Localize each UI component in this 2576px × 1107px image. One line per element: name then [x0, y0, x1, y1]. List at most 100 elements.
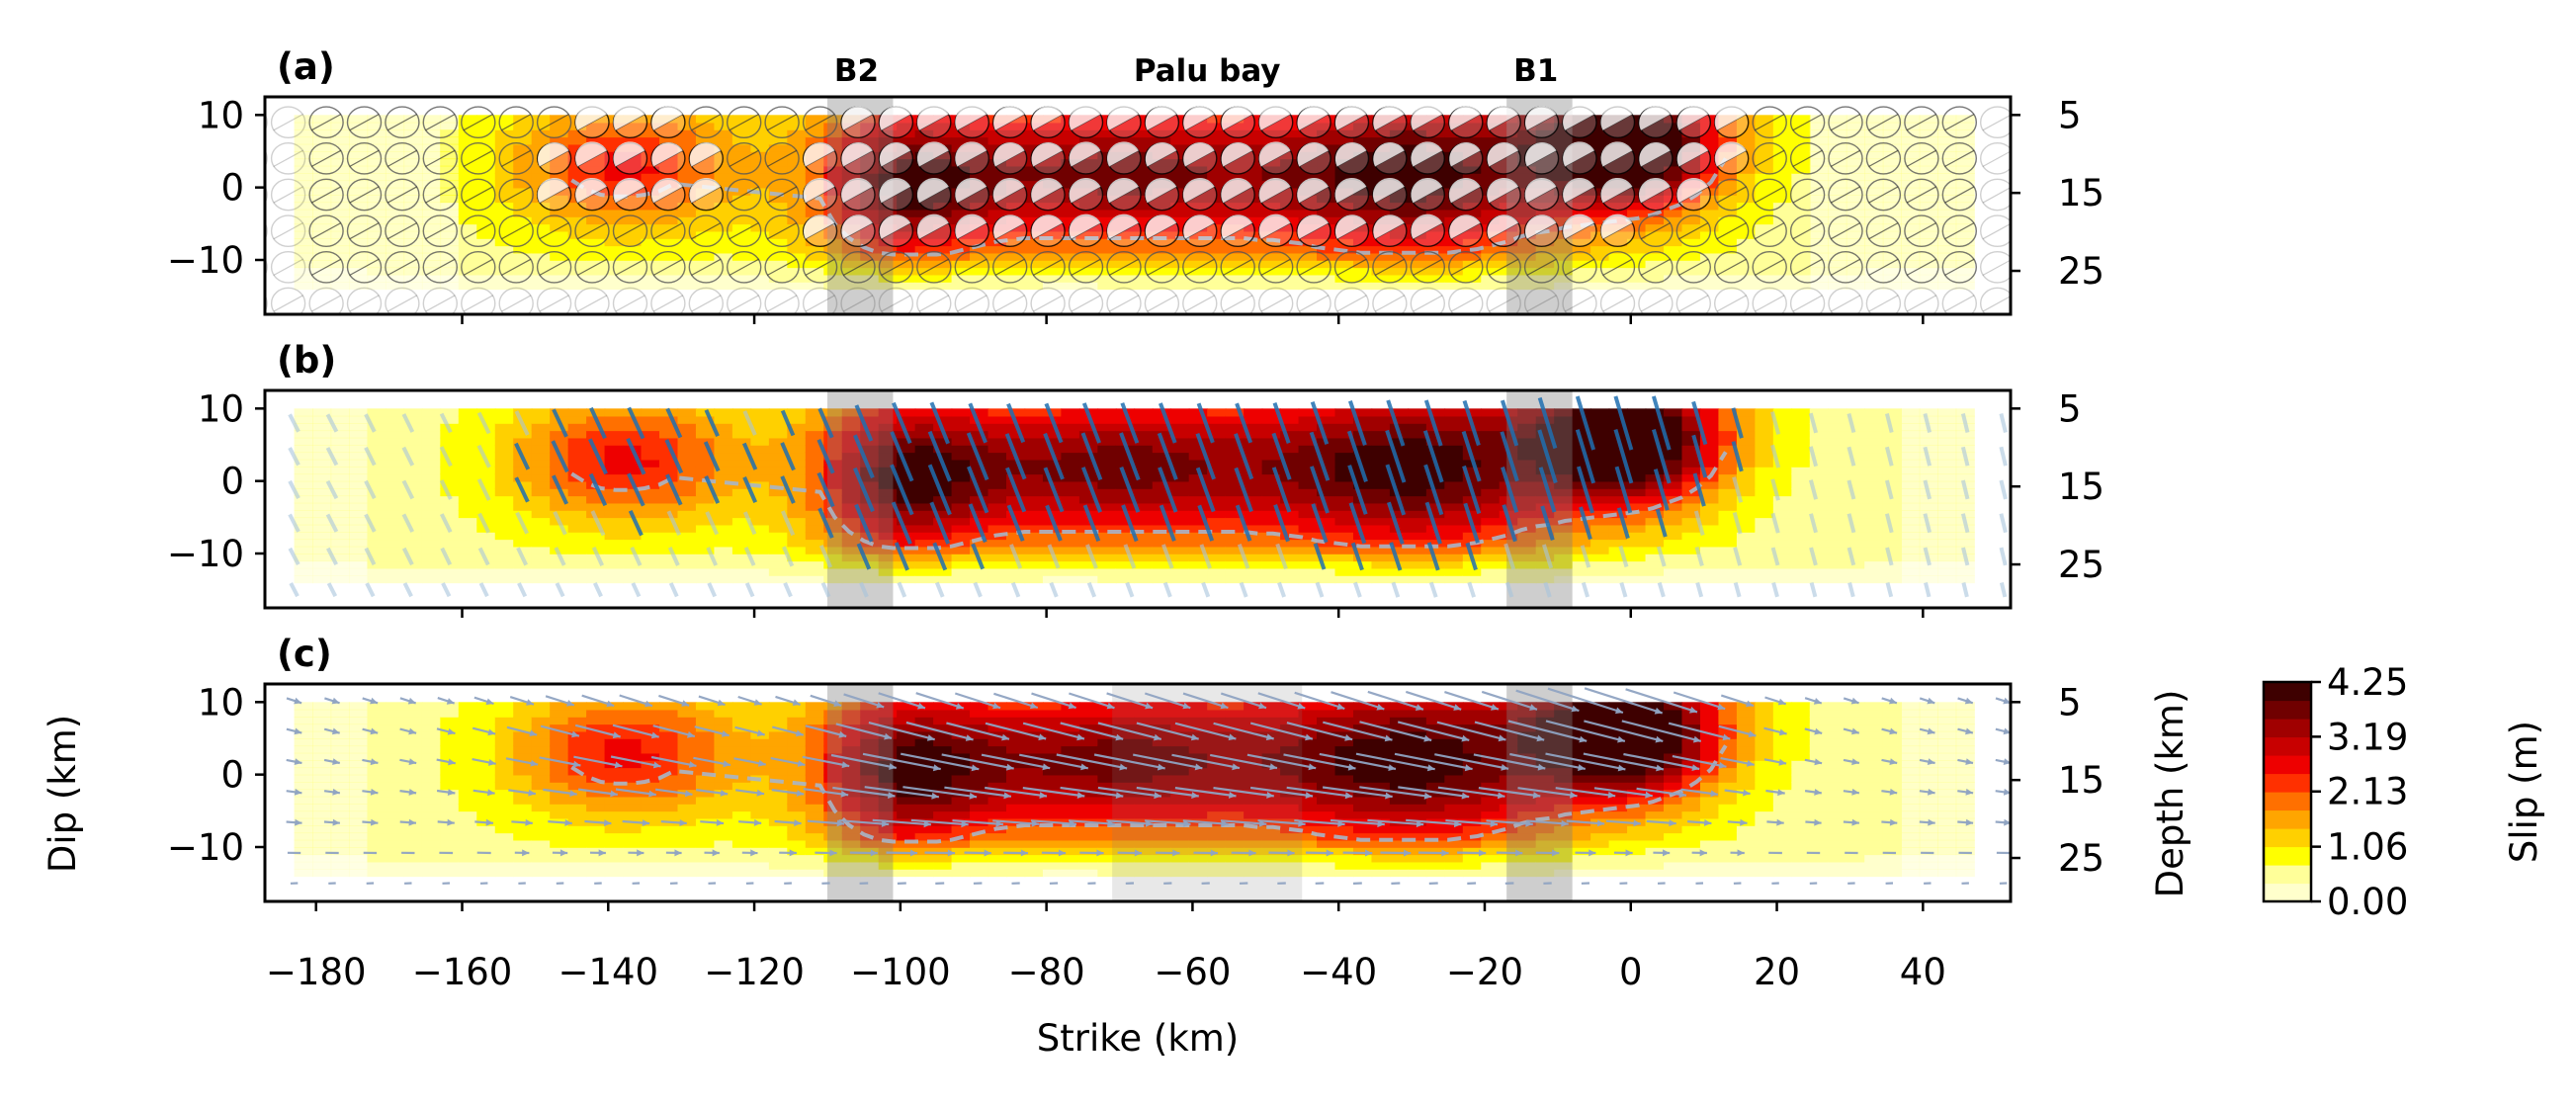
slip-cell [1006, 252, 1026, 261]
slip-cell [750, 495, 770, 504]
slip-cell [330, 209, 350, 217]
strike-line [1043, 432, 1065, 480]
slip-cell [1298, 282, 1318, 291]
slip-cell [787, 546, 807, 554]
slip-cell [787, 459, 807, 468]
slip-cell [1389, 223, 1410, 232]
slip-cell [1462, 480, 1483, 489]
slip-cell [385, 445, 405, 454]
slip-cell [312, 502, 332, 511]
slip-cell [1791, 165, 1811, 174]
slip-cell [1901, 282, 1921, 291]
focal-mechanism [840, 214, 876, 248]
focal-mechanism [1220, 250, 1255, 284]
slip-cell [1352, 173, 1373, 182]
slip-cell [987, 554, 1007, 562]
slip-cell [1352, 151, 1373, 160]
slip-cell [1207, 546, 1227, 554]
slip-cell [1699, 238, 1720, 247]
slip-cell [805, 459, 825, 468]
slip-cell [367, 445, 386, 454]
slip-cell [1699, 575, 1720, 584]
slip-cell [1334, 282, 1354, 291]
slip-cell [1846, 180, 1866, 189]
slip-cell [1919, 180, 1938, 189]
focal-mechanism [1257, 141, 1294, 175]
slip-cell [623, 260, 643, 269]
slip-cell [513, 437, 533, 446]
slip-cell [1389, 209, 1410, 217]
slip-cell [1846, 437, 1866, 446]
focal-mechanism [422, 141, 458, 175]
slip-cell [1864, 467, 1884, 475]
slip-cell [1462, 230, 1483, 239]
slip-cell [1955, 252, 1975, 261]
slip-cell [750, 546, 770, 554]
slip-cell [494, 539, 515, 548]
focal-mechanism [1752, 250, 1787, 284]
slip-cell [1882, 209, 1902, 217]
slip-cell [1736, 158, 1757, 167]
slip-cell [677, 539, 697, 548]
slip-cell [385, 274, 405, 283]
slip-cell [1261, 423, 1281, 432]
slip-cell [1261, 274, 1281, 283]
slip-cell [677, 230, 697, 239]
slip-cell [1444, 539, 1464, 548]
slip-cell [1554, 173, 1574, 182]
slip-cell [1736, 129, 1757, 138]
slip-cell [1170, 282, 1190, 291]
slip-cell [695, 230, 716, 239]
strike-line [1809, 513, 1818, 534]
slip-cell [476, 575, 496, 584]
slip-cell [933, 452, 953, 461]
slip-cell [714, 517, 733, 526]
slip-cell [1901, 473, 1921, 482]
focal-mechanism [878, 250, 914, 284]
slip-cell [531, 567, 551, 576]
slip-cell [1901, 517, 1921, 526]
slip-cell [1791, 129, 1811, 138]
slip-cell [1864, 274, 1884, 283]
slip-cell [440, 223, 460, 232]
slip-cell [1645, 560, 1665, 569]
slip-cell [695, 122, 716, 130]
slip-cell [1024, 560, 1044, 569]
slip-cell [1481, 415, 1501, 424]
slip-cell [367, 575, 386, 584]
slip-cell [787, 560, 807, 569]
strike-line [1999, 446, 2008, 467]
focal-mechanism [461, 250, 496, 284]
slip-cell [1425, 122, 1446, 130]
focal-mechanism [954, 213, 989, 248]
slip-cell [1937, 517, 1957, 526]
slip-cell [1225, 532, 1245, 541]
strike-line [853, 434, 875, 479]
slip-cell [1280, 202, 1300, 211]
strike-line [1271, 432, 1292, 480]
strike-line [288, 547, 301, 566]
slip-cell [604, 180, 624, 189]
slip-cell [1791, 223, 1811, 232]
focal-mechanism [422, 106, 458, 139]
slip-cell [1024, 282, 1044, 291]
slip-cell [1097, 567, 1117, 576]
slip-cell [1590, 238, 1610, 247]
slip-cell [768, 488, 789, 497]
slip-cell [787, 173, 807, 182]
focal-mechanism [1448, 106, 1484, 139]
slip-cell [1572, 195, 1591, 204]
slip-cell [714, 195, 733, 204]
slip-cell [970, 282, 989, 291]
slip-cell [805, 546, 825, 554]
slip-cell [1590, 180, 1610, 189]
focal-mechanism [1713, 250, 1750, 284]
slip-cell [914, 415, 934, 424]
slip-cell [348, 230, 369, 239]
slip-cell [695, 532, 716, 541]
slip-cell [1864, 532, 1884, 541]
slip-cell [1408, 467, 1427, 475]
strike-line [1423, 399, 1443, 447]
strike-line [1353, 581, 1362, 598]
slip-cell [641, 143, 660, 152]
